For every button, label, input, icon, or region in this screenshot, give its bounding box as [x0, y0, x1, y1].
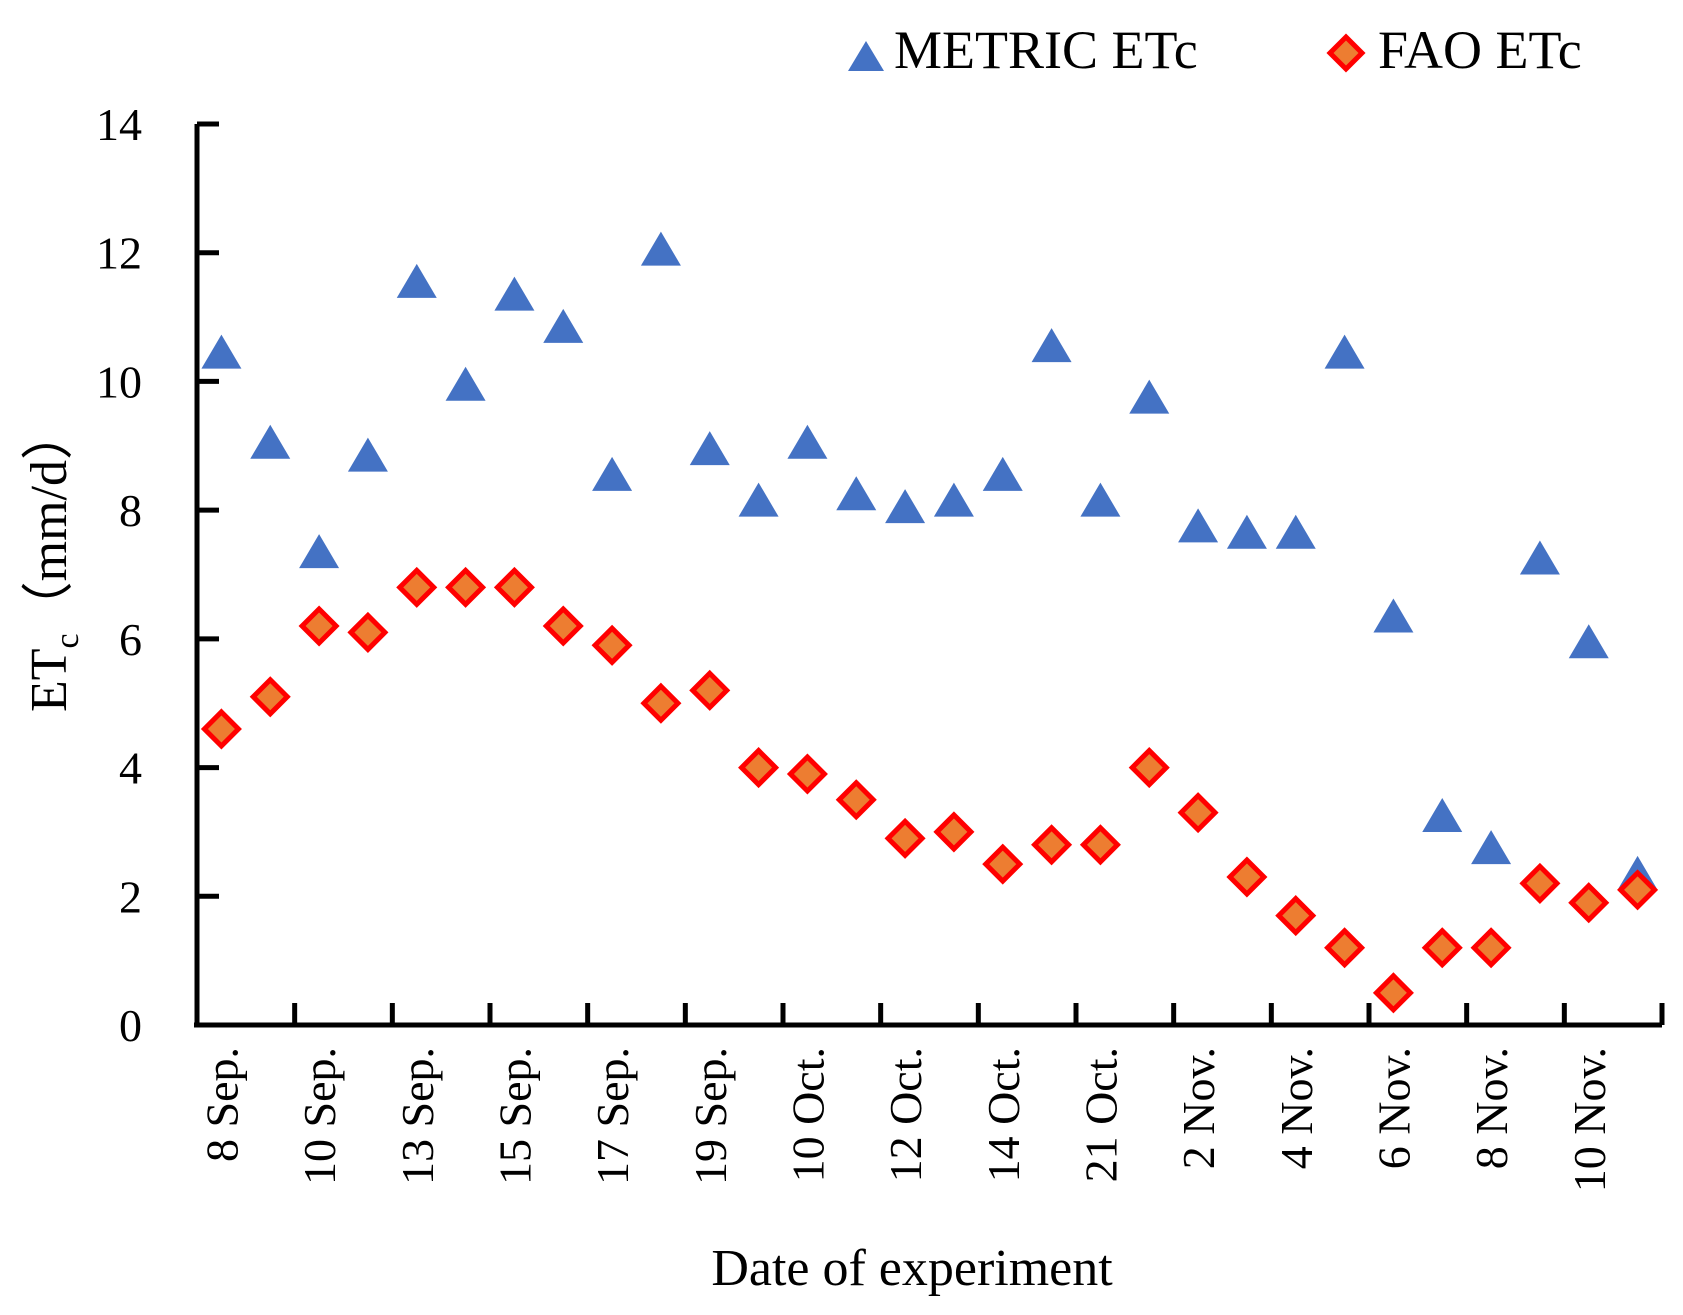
- x-tick-label: 10 Nov.: [1564, 1047, 1615, 1192]
- y-tick-label: 8: [119, 485, 142, 536]
- metric-point: [1324, 334, 1365, 369]
- series-metric: [201, 231, 1658, 890]
- legend-label-fao: FAO ETc: [1378, 20, 1582, 80]
- metric-point: [1422, 797, 1463, 832]
- fao-point: [1519, 862, 1561, 904]
- legend-marker-metric: [848, 41, 884, 71]
- metric-point: [347, 437, 388, 472]
- x-tick-label: 21 Oct.: [1075, 1047, 1126, 1182]
- fao-point: [1177, 792, 1219, 834]
- y-tick-label: 12: [96, 228, 142, 279]
- fao-point: [640, 682, 682, 724]
- fao-point: [298, 605, 340, 647]
- y-tick-label: 10: [96, 356, 142, 407]
- y-tick-label: 0: [119, 1000, 142, 1051]
- metric-point: [836, 476, 877, 511]
- metric-point: [1275, 514, 1316, 549]
- fao-point: [347, 611, 389, 653]
- fao-point: [1324, 927, 1366, 969]
- x-axis-title: Date of experiment: [711, 1240, 1113, 1297]
- legend-label-metric: METRIC ETc: [894, 20, 1198, 80]
- series-group: [200, 231, 1659, 1014]
- metric-point: [689, 431, 730, 466]
- x-tick-label: 13 Sep.: [392, 1047, 443, 1185]
- metric-point: [1080, 482, 1121, 517]
- metric-point: [885, 489, 926, 524]
- metric-point: [1471, 830, 1512, 865]
- fao-point: [591, 624, 633, 666]
- metric-point: [1373, 598, 1414, 633]
- x-tick-label: 19 Sep.: [685, 1047, 736, 1185]
- axes-group: 0 2 4 6 8 10 12 14 8 Sep. 10 Sep. 13 Sep. 15 Sep. 17…: [96, 99, 1665, 1192]
- fao-point: [1421, 927, 1463, 969]
- y-axis-title-unit: （mm/d）: [21, 408, 78, 633]
- x-tick-label: 4 Nov.: [1271, 1047, 1322, 1169]
- y-axis-title: ETc（mm/d）: [21, 408, 86, 712]
- metric-point: [982, 456, 1023, 491]
- metric-point: [250, 424, 291, 459]
- metric-point: [396, 263, 437, 298]
- metric-point: [933, 482, 974, 517]
- fao-point: [1031, 824, 1073, 866]
- metric-point: [543, 308, 584, 343]
- metric-point: [299, 534, 340, 569]
- metric-point: [201, 334, 242, 369]
- fao-point: [1226, 856, 1268, 898]
- x-tick-label: 12 Oct.: [880, 1047, 931, 1182]
- fao-point: [738, 747, 780, 789]
- fao-point: [1372, 972, 1414, 1014]
- fao-point: [1275, 895, 1317, 937]
- fao-point: [786, 753, 828, 795]
- metric-point: [1568, 624, 1609, 659]
- fao-point: [1079, 824, 1121, 866]
- y-tick-label: 4: [119, 743, 142, 794]
- fao-point: [249, 676, 291, 718]
- fao-point: [1568, 882, 1610, 924]
- fao-point: [445, 566, 487, 608]
- series-fao: [200, 566, 1659, 1014]
- fao-point: [1128, 747, 1170, 789]
- fao-point: [1470, 927, 1512, 969]
- fao-point: [835, 779, 877, 821]
- metric-point: [1178, 508, 1219, 543]
- fao-point: [200, 708, 242, 750]
- x-tick-label: 15 Sep.: [489, 1047, 540, 1185]
- x-tick-label: 10 Oct.: [782, 1047, 833, 1182]
- metric-point: [494, 276, 535, 311]
- x-tick-label: 10 Sep.: [294, 1047, 345, 1185]
- metric-point: [640, 231, 681, 266]
- x-tick-label: 8 Nov.: [1466, 1047, 1517, 1169]
- legend-marker-fao: [1326, 33, 1366, 73]
- metric-point: [1226, 514, 1267, 549]
- metric-point: [1519, 540, 1560, 575]
- x-tick-label: 6 Nov.: [1368, 1047, 1419, 1169]
- fao-point: [884, 817, 926, 859]
- fao-point: [982, 843, 1024, 885]
- metric-point: [592, 456, 633, 491]
- metric-point: [738, 482, 779, 517]
- y-tick-label: 6: [119, 614, 142, 665]
- fao-point: [689, 669, 731, 711]
- y-axis-title-subscript: c: [49, 633, 86, 648]
- fao-point: [542, 605, 584, 647]
- metric-point: [787, 424, 828, 459]
- fao-point: [933, 811, 975, 853]
- x-tick-label: 8 Sep.: [196, 1047, 247, 1162]
- x-tick-label: 17 Sep.: [587, 1047, 638, 1185]
- y-tick-label: 2: [119, 871, 142, 922]
- fao-point: [1617, 869, 1659, 911]
- y-tick-label: 14: [96, 99, 142, 150]
- fao-point: [493, 566, 535, 608]
- fao-point: [396, 566, 438, 608]
- metric-point: [445, 366, 486, 401]
- y-axis-title-base: ET: [21, 648, 78, 712]
- x-tick-label: 2 Nov.: [1173, 1047, 1224, 1169]
- metric-point: [1031, 328, 1072, 363]
- x-tick-label: 14 Oct.: [978, 1047, 1029, 1182]
- legend: METRIC ETc FAO ETc: [848, 20, 1582, 80]
- metric-point: [1129, 379, 1170, 414]
